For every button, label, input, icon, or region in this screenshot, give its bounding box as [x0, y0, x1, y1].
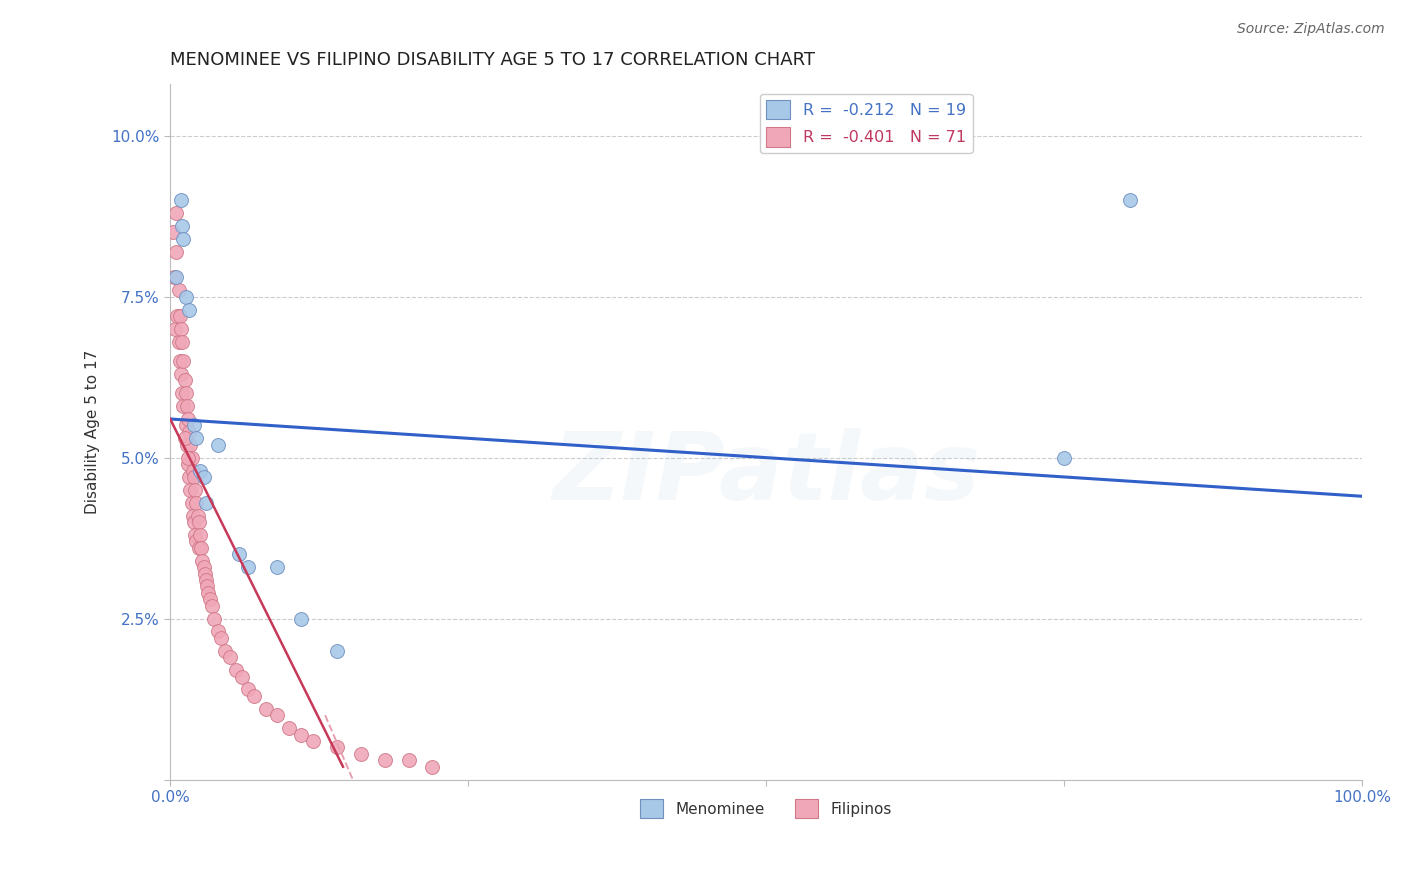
- Point: [179, 438, 201, 452]
- Point: [398, 753, 420, 767]
- Point: [165, 206, 187, 220]
- Point: [181, 508, 204, 523]
- Point: [174, 386, 197, 401]
- Point: [350, 747, 373, 761]
- Point: [211, 631, 233, 645]
- Text: ZIPatlas: ZIPatlas: [553, 427, 980, 520]
- Point: [170, 322, 193, 336]
- Legend: Menominee, Filipinos: Menominee, Filipinos: [634, 793, 898, 824]
- Point: [172, 354, 194, 368]
- Point: [197, 586, 219, 600]
- Point: [186, 496, 208, 510]
- Point: [187, 541, 209, 555]
- Point: [228, 547, 250, 561]
- Point: [194, 496, 217, 510]
- Point: [177, 412, 200, 426]
- Point: [173, 373, 195, 387]
- Point: [207, 438, 229, 452]
- Point: [188, 463, 211, 477]
- Point: [184, 483, 207, 497]
- Point: [236, 682, 259, 697]
- Point: [207, 624, 229, 639]
- Point: [290, 612, 312, 626]
- Point: [193, 470, 215, 484]
- Point: [326, 740, 349, 755]
- Point: [177, 450, 200, 465]
- Point: [290, 727, 312, 741]
- Point: [326, 644, 349, 658]
- Point: [170, 193, 193, 207]
- Point: [194, 573, 217, 587]
- Point: [302, 734, 325, 748]
- Point: [162, 225, 184, 239]
- Point: [183, 515, 205, 529]
- Point: [169, 309, 191, 323]
- Point: [1118, 193, 1140, 207]
- Point: [166, 309, 188, 323]
- Point: [172, 232, 194, 246]
- Text: Source: ZipAtlas.com: Source: ZipAtlas.com: [1237, 22, 1385, 37]
- Point: [179, 483, 201, 497]
- Point: [181, 463, 204, 477]
- Point: [177, 457, 200, 471]
- Point: [174, 418, 197, 433]
- Point: [190, 541, 212, 555]
- Point: [231, 669, 253, 683]
- Point: [187, 515, 209, 529]
- Text: MENOMINEE VS FILIPINO DISABILITY AGE 5 TO 17 CORRELATION CHART: MENOMINEE VS FILIPINO DISABILITY AGE 5 T…: [170, 51, 815, 69]
- Point: [163, 322, 186, 336]
- Point: [176, 399, 198, 413]
- Point: [183, 470, 205, 484]
- Point: [225, 663, 247, 677]
- Point: [1053, 450, 1076, 465]
- Point: [195, 579, 218, 593]
- Point: [172, 399, 194, 413]
- Point: [214, 644, 236, 658]
- Point: [278, 721, 301, 735]
- Point: [236, 560, 259, 574]
- Point: [266, 560, 288, 574]
- Point: [422, 760, 444, 774]
- Point: [186, 534, 208, 549]
- Point: [202, 612, 225, 626]
- Point: [172, 334, 194, 349]
- Point: [184, 528, 207, 542]
- Point: [193, 560, 215, 574]
- Point: [198, 592, 221, 607]
- Point: [218, 650, 240, 665]
- Point: [266, 708, 288, 723]
- Point: [170, 367, 193, 381]
- Point: [186, 431, 208, 445]
- Point: [254, 702, 277, 716]
- Point: [179, 425, 201, 439]
- Point: [172, 386, 194, 401]
- Y-axis label: Disability Age 5 to 17: Disability Age 5 to 17: [86, 350, 100, 514]
- Point: [191, 554, 214, 568]
- Point: [180, 450, 202, 465]
- Point: [173, 431, 195, 445]
- Point: [165, 270, 187, 285]
- Point: [179, 470, 201, 484]
- Point: [188, 528, 211, 542]
- Point: [163, 270, 186, 285]
- Point: [201, 599, 224, 613]
- Point: [180, 496, 202, 510]
- Point: [194, 566, 217, 581]
- Point: [167, 334, 190, 349]
- Point: [165, 244, 187, 259]
- Point: [174, 290, 197, 304]
- Point: [187, 508, 209, 523]
- Point: [242, 689, 264, 703]
- Point: [176, 438, 198, 452]
- Point: [172, 219, 194, 233]
- Point: [183, 418, 205, 433]
- Point: [179, 302, 201, 317]
- Point: [374, 753, 396, 767]
- Point: [169, 354, 191, 368]
- Point: [167, 283, 190, 297]
